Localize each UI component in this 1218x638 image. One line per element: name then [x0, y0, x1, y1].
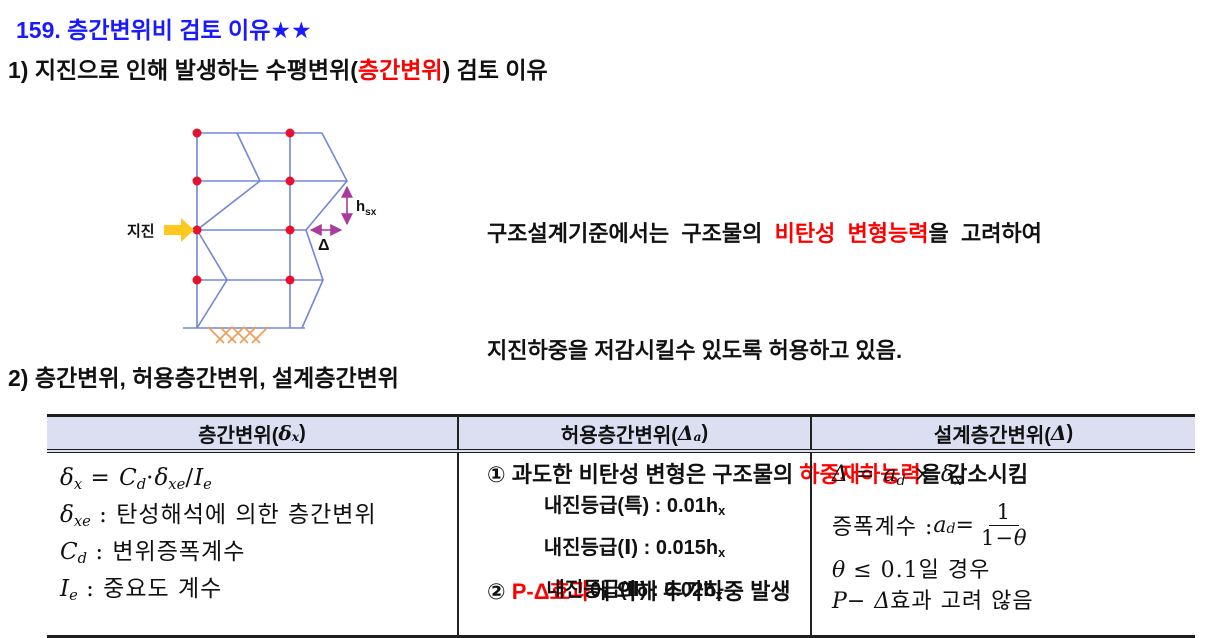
grade-line: 내진등급(Ⅱ) : 0.02hx: [546, 578, 723, 603]
note-line: ① 과도한 비탄성 변형은 구조물의 하중재하능력을 감소시킴: [487, 462, 1029, 487]
note-line: 지진하중을 저감시킬수 있도록 허용하고 있음.: [487, 338, 903, 363]
note-line: 구조설계기준에서는 구조물의 비탄성 변형능력을 고려하여: [487, 221, 1042, 246]
formula-line: P− Δ효과 고려 않음: [832, 589, 1034, 614]
header-design-drift: 설계층간변위(Δ): [810, 417, 1195, 449]
explanation-block: 구조설계기준에서는 구조물의 비탄성 변형능력을 고려하여 지진하중을 저감시킬…: [487, 136, 1213, 638]
heading-section-1: 1) 지진으로 인해 발생하는 수평변위(층간변위) 검토 이유: [8, 57, 548, 83]
formula-line: Cd : 변위증폭계수: [60, 539, 246, 568]
formula-line: θ ≤ 0.1일 경우: [832, 558, 991, 583]
joint-dots: [192, 128, 295, 285]
formula-line: Ie : 중요도 계수: [60, 576, 223, 605]
story-height-label: hsx: [356, 198, 377, 218]
heading-section-2: 2) 층간변위, 허용층간변위, 설계층간변위: [8, 365, 399, 391]
header-story-drift: 층간변위(δ x): [198, 421, 306, 447]
formula-line: δxe : 탄성해석에 의한 층간변위: [60, 502, 377, 531]
formula-line: Δ = ad × δx: [832, 462, 963, 489]
drift-label: Δ: [318, 237, 330, 254]
cell-allowable-drift: 내진등급(특) : 0.01hx 내진등급(Ⅰ) : 0.015hx 내진등급(…: [457, 453, 810, 635]
page-title: 159. 층간변위비 검토 이유★★: [16, 17, 312, 43]
note-line: ② P-Δ효과에 의해 추가하중 발생: [487, 579, 791, 604]
frame-deformation-diagram: hsx Δ 지진: [127, 128, 377, 344]
earthquake-arrow-icon: [164, 218, 194, 242]
story-height-dimension: [309, 185, 353, 236]
grade-line: 내진등급(특) : 0.01hx: [543, 494, 726, 519]
earthquake-label: 지진: [127, 223, 155, 240]
formula-line: δx = Cd·δxe/Ie: [60, 465, 212, 494]
cell-story-drift: δx = Cd·δxe/Ie δxe : 탄성해석에 의한 층간변위 Cd : …: [47, 453, 457, 635]
ground-hatch: [207, 326, 269, 344]
grade-line: 내진등급(Ⅰ) : 0.015hx: [543, 536, 726, 561]
table-body-row: δx = Cd·δxe/Ie δxe : 탄성해석에 의한 층간변위 Cd : …: [47, 453, 1195, 635]
